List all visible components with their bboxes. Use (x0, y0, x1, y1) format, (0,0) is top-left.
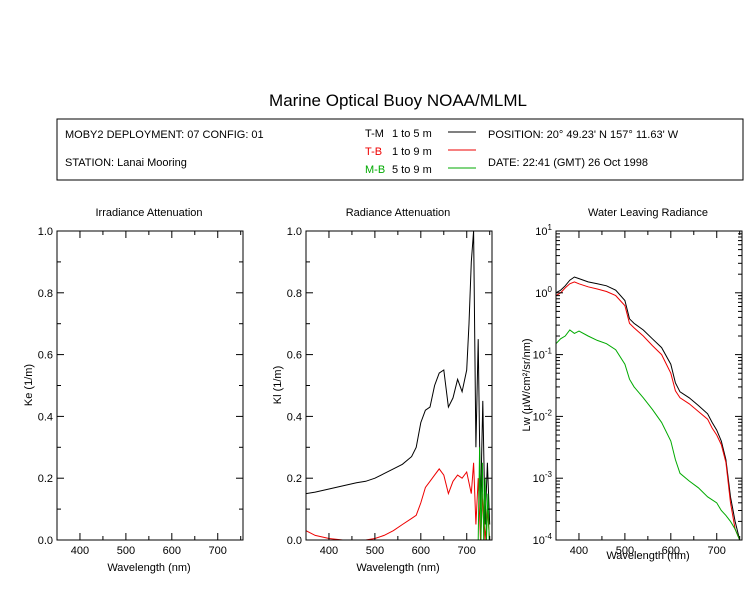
y-tick-label: 0.6 (287, 350, 302, 362)
panel-radiance-attenuation: Radiance Attenuation Wavelength (nm) Kl … (272, 207, 493, 574)
series-line-t-m (556, 276, 741, 540)
position-text: POSITION: 20° 49.23' N 157° 11.63' W (488, 129, 679, 141)
y-tick-label: 0.2 (38, 473, 53, 485)
y-tick-label: 0.4 (38, 411, 53, 423)
y-axis-label: Ke (1/m) (23, 364, 35, 406)
y-tick-label: 0.2 (287, 473, 302, 485)
station-text: STATION: Lanai Mooring (65, 157, 187, 169)
x-tick-label: 500 (117, 545, 135, 557)
series-line-t-b (306, 462, 491, 540)
legend-name-tm: T-M (365, 128, 384, 140)
panel-title: Radiance Attenuation (346, 207, 451, 219)
legend-range-tm: 1 to 5 m (392, 128, 432, 140)
legend-name-tb: T-B (365, 146, 382, 158)
series-line-m-b (556, 329, 741, 540)
plot-frame (56, 230, 244, 541)
x-tick-label: 700 (708, 545, 726, 557)
x-tick-label: 400 (320, 545, 338, 557)
x-axis-label: Wavelength (nm) (606, 550, 689, 562)
y-tick-label: 10-2 (533, 408, 553, 423)
y-tick-label: 10-3 (533, 470, 553, 485)
y-tick-label: 0.6 (38, 350, 53, 362)
y-axis-label: Kl (1/m) (272, 366, 284, 405)
x-tick-label: 500 (366, 545, 384, 557)
y-tick-label: 10-1 (533, 347, 553, 362)
plot-frame (555, 230, 743, 541)
series-line-t-m (306, 231, 491, 525)
series-line-t-b (556, 281, 741, 540)
y-tick-label: 1.0 (38, 226, 53, 238)
x-axis-label: Wavelength (nm) (107, 562, 190, 574)
panel-title: Water Leaving Radiance (588, 207, 708, 219)
y-tick-label: 0.4 (287, 411, 302, 423)
y-tick-label: 0.8 (287, 288, 302, 300)
y-tick-label: 0.8 (38, 288, 53, 300)
x-tick-label: 400 (71, 545, 89, 557)
panel-irradiance-attenuation: Irradiance Attenuation Wavelength (nm) K… (23, 207, 244, 574)
y-tick-label: 101 (535, 223, 552, 238)
y-tick-label: 100 (535, 285, 552, 300)
x-tick-label: 600 (662, 545, 680, 557)
legend-range-tb: 1 to 9 m (392, 146, 432, 158)
legend-entry-mb: M-B 5 to 9 m (365, 164, 476, 176)
panel-title: Irradiance Attenuation (95, 207, 202, 219)
y-tick-label: 1.0 (287, 226, 302, 238)
panel-water-leaving-radiance: Water Leaving Radiance Wavelength (nm) L… (521, 207, 743, 562)
y-tick-label: 10-4 (533, 532, 553, 547)
plot-frame (305, 230, 493, 541)
x-tick-label: 700 (458, 545, 476, 557)
legend-entry-tb: T-B 1 to 9 m (365, 146, 476, 158)
series-group (556, 276, 741, 540)
legend-name-mb: M-B (365, 164, 385, 176)
x-tick-label: 400 (570, 545, 588, 557)
deployment-text: MOBY2 DEPLOYMENT: 07 CONFIG: 01 (65, 129, 264, 141)
figure-title: Marine Optical Buoy NOAA/MLML (269, 91, 527, 110)
x-tick-label: 500 (616, 545, 634, 557)
date-text: DATE: 22:41 (GMT) 26 Oct 1998 (488, 157, 648, 169)
legend-range-mb: 5 to 9 m (392, 164, 432, 176)
series-line-m-b (477, 447, 490, 540)
legend: T-M 1 to 5 m T-B 1 to 9 m M-B 5 to 9 m (365, 128, 476, 176)
y-axis-label: Lw (µW/cm²/sr/nm) (521, 338, 533, 431)
y-tick-label: 0.0 (287, 535, 302, 547)
legend-entry-tm: T-M 1 to 5 m (365, 128, 476, 140)
series-group (306, 231, 491, 540)
x-tick-label: 700 (209, 545, 227, 557)
y-tick-label: 0.0 (38, 535, 53, 547)
info-box (56, 118, 744, 181)
x-tick-label: 600 (412, 545, 430, 557)
x-tick-label: 600 (163, 545, 181, 557)
x-axis-label: Wavelength (nm) (356, 562, 439, 574)
